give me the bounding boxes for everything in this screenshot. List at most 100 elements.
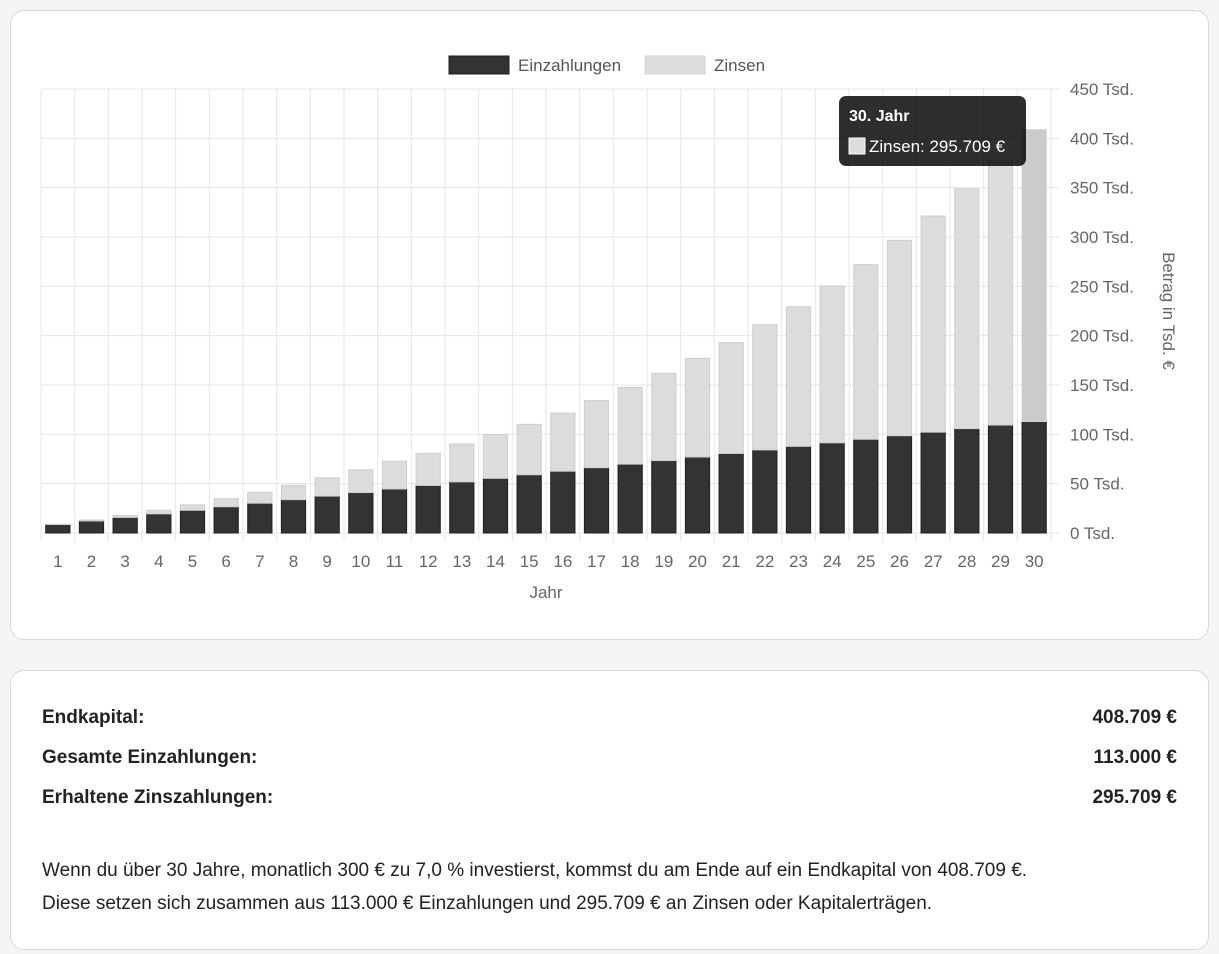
bar-zinsen xyxy=(785,306,812,447)
bar-einzahlungen xyxy=(78,520,105,534)
x-tick-label: 4 xyxy=(154,552,163,571)
bar-einzahlungen xyxy=(752,449,778,534)
y-tick-label: 200 Tsd. xyxy=(1070,327,1134,346)
x-tick-label: 2 xyxy=(87,552,96,571)
summary-row-endkapital: Endkapital: 408.709 € xyxy=(42,707,1177,729)
bar-einzahlungen xyxy=(1021,421,1047,534)
bar-zinsen xyxy=(516,423,542,476)
bar-zinsen xyxy=(718,342,744,454)
y-tick-label: 100 Tsd. xyxy=(1070,425,1134,444)
x-tick-label: 5 xyxy=(188,552,197,571)
summary-value: 408.709 € xyxy=(1092,707,1177,728)
x-tick-label: 17 xyxy=(587,552,606,571)
x-tick-label: 26 xyxy=(890,552,909,571)
bar-einzahlungen xyxy=(213,506,239,534)
bar-zinsen xyxy=(348,469,374,494)
bar-einzahlungen xyxy=(247,502,273,534)
y-tick-label: 50 Tsd. xyxy=(1070,475,1125,494)
x-tick-label: 21 xyxy=(722,552,741,571)
bar-einzahlungen xyxy=(954,428,980,534)
bar-einzahlungen xyxy=(886,435,913,534)
bar-einzahlungen xyxy=(415,484,441,534)
summary-label: Erhaltene Zinszahlungen: xyxy=(42,787,274,808)
y-tick-label: 350 Tsd. xyxy=(1070,179,1134,198)
x-tick-label: 14 xyxy=(486,552,505,571)
legend-swatch xyxy=(448,55,510,75)
bar-zinsen xyxy=(280,484,307,501)
summary-value: 113.000 € xyxy=(1093,747,1177,768)
summary-label: Gesamte Einzahlungen: xyxy=(42,747,258,768)
bar-zinsen xyxy=(1021,129,1047,423)
chart-card: 0 Tsd. 50 Tsd. 100 Tsd. 150 Tsd. 200 Tsd. 250… xyxy=(10,10,1209,640)
bar-einzahlungen xyxy=(280,499,307,534)
bar-einzahlungen xyxy=(853,438,879,534)
y-tick-label: 450 Tsd. xyxy=(1070,80,1134,99)
bar-zinsen xyxy=(482,433,509,479)
bar-zinsen xyxy=(583,400,610,469)
y-tick-label: 400 Tsd. xyxy=(1070,129,1134,148)
x-tick-label: 3 xyxy=(120,552,129,571)
y-axis-title: Betrag in Tsd. € xyxy=(1159,252,1178,370)
bar-zinsen xyxy=(684,357,711,458)
x-tick-label: 20 xyxy=(688,552,707,571)
bar-einzahlungen xyxy=(381,488,408,534)
bar-zinsen xyxy=(920,215,946,433)
bar-einzahlungen xyxy=(348,492,374,534)
bar-einzahlungen xyxy=(583,467,610,534)
bar-einzahlungen xyxy=(112,516,138,534)
bar-einzahlungen xyxy=(45,524,71,534)
x-tick-label: 28 xyxy=(957,552,976,571)
bar-zinsen xyxy=(179,504,206,511)
x-tick-label: 9 xyxy=(322,552,331,571)
bar-einzahlungen xyxy=(785,445,812,534)
x-tick-label: 6 xyxy=(221,552,230,571)
bar-einzahlungen xyxy=(449,481,475,534)
x-tick-label: 27 xyxy=(924,552,943,571)
bar-einzahlungen xyxy=(516,474,542,534)
bar-zinsen xyxy=(752,324,778,451)
x-tick-label: 16 xyxy=(553,552,572,571)
bar-zinsen xyxy=(853,264,879,440)
bar-zinsen xyxy=(381,460,408,490)
x-tick-label: 18 xyxy=(621,552,640,571)
x-tick-label: 25 xyxy=(856,552,875,571)
x-tick-label: 29 xyxy=(991,552,1010,571)
summary-row-zinsen: Erhaltene Zinszahlungen: 295.709 € xyxy=(42,787,1177,809)
bar-zinsen xyxy=(78,519,105,522)
tooltip-title: 30. Jahr xyxy=(849,108,909,125)
y-tick-label: 250 Tsd. xyxy=(1070,277,1134,296)
bar-zinsen xyxy=(550,412,576,472)
x-tick-label: 15 xyxy=(520,552,539,571)
x-tick-label: 10 xyxy=(351,552,370,571)
summary-label: Endkapital: xyxy=(42,707,145,728)
x-tick-label: 1 xyxy=(53,552,62,571)
bar-einzahlungen xyxy=(179,509,206,534)
bar-einzahlungen xyxy=(819,442,845,534)
tooltip-swatch xyxy=(848,137,866,155)
bar-zinsen xyxy=(886,239,913,437)
bar-zinsen xyxy=(987,160,1014,426)
y-tick-label: 0 Tsd. xyxy=(1070,524,1115,543)
bar-zinsen xyxy=(314,477,340,497)
bar-zinsen xyxy=(449,443,475,483)
tooltip-box xyxy=(839,96,1026,166)
x-tick-label: 8 xyxy=(289,552,298,571)
x-tick-label: 24 xyxy=(823,552,842,571)
stacked-bar-chart: 0 Tsd. 50 Tsd. 100 Tsd. 150 Tsd. 200 Tsd. 250… xyxy=(40,55,1178,602)
y-tick-label: 150 Tsd. xyxy=(1070,376,1134,395)
bar-zinsen xyxy=(651,372,677,462)
bar-zinsen xyxy=(146,509,172,515)
summary-row-einzahlungen: Gesamte Einzahlungen: 113.000 € xyxy=(42,747,1177,769)
bar-einzahlungen xyxy=(920,431,946,534)
y-tick-label: 300 Tsd. xyxy=(1070,228,1134,247)
bar-einzahlungen xyxy=(146,513,172,534)
bar-einzahlungen xyxy=(651,460,677,534)
x-axis-title: Jahr xyxy=(529,583,562,602)
bar-einzahlungen xyxy=(314,495,340,534)
x-tick-label: 7 xyxy=(255,552,264,571)
description-line: Diese setzen sich zusammen aus 113.000 €… xyxy=(42,893,933,914)
x-tick-label: 13 xyxy=(452,552,471,571)
x-tick-label: 30 xyxy=(1025,552,1044,571)
bar-einzahlungen xyxy=(617,463,643,534)
bar-einzahlungen xyxy=(718,452,744,534)
